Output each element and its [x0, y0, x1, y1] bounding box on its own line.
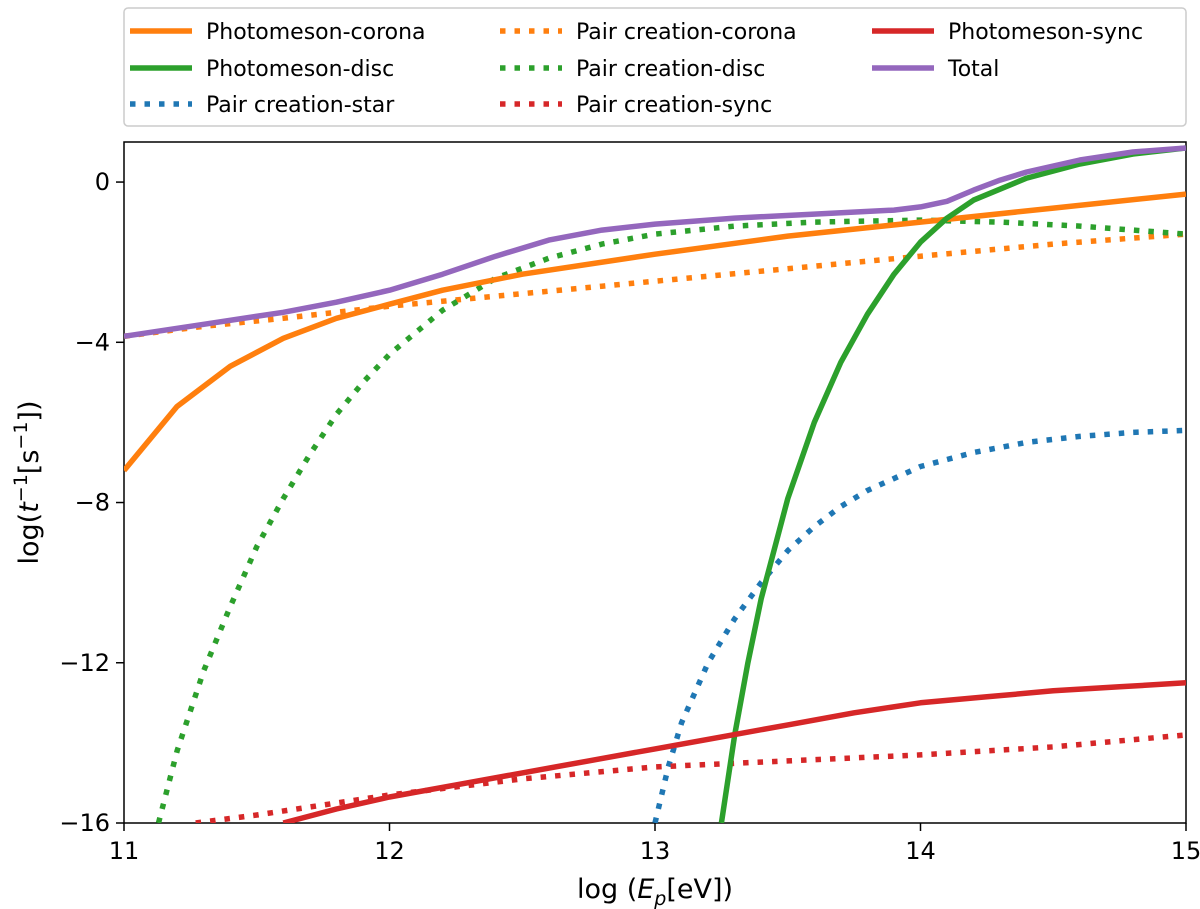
legend: Photomeson-corona Pair creation-corona Pho… — [123, 7, 1187, 127]
legend-box — [123, 7, 1187, 127]
legend-label-pair-creation-star: Pair creation-star — [206, 93, 395, 118]
legend-label-photomeson-sync: Photomeson-sync — [948, 20, 1143, 45]
x-tick-label: 13 — [640, 837, 671, 865]
legend-label-pair-creation-disc: Pair creation-disc — [576, 57, 765, 82]
plot-frame — [123, 141, 1187, 824]
series-line-photomeson-sync — [282, 680, 1186, 823]
series-line-pair-creation-corona — [124, 231, 1186, 340]
x-tick-label: 15 — [1171, 837, 1200, 865]
x-axis-label: log (Ep[eV]) — [577, 874, 733, 909]
series-line-pair-creation-sync — [195, 732, 1186, 823]
x-tick-label: 12 — [374, 837, 405, 865]
legend-label-total: Total — [947, 57, 999, 82]
x-tick-label: 11 — [109, 837, 140, 865]
y-tick-label: −4 — [75, 328, 110, 356]
y-tick-label: −8 — [75, 489, 110, 517]
legend-label-pair-creation-corona: Pair creation-corona — [576, 20, 797, 45]
y-tick-label: 0 — [95, 168, 110, 196]
series-layer — [124, 145, 1186, 823]
y-axis-label: log(t−1[s−1]) — [10, 400, 45, 564]
legend-label-pair-creation-sync: Pair creation-sync — [576, 93, 772, 118]
series-line-pair-creation-disc — [155, 217, 1186, 823]
axes-layer: 11 12 13 14 15 0 −4 −8 −12 −16 log (Ep[eV]) log(t−1… — [10, 168, 1200, 909]
series-line-photomeson-corona — [124, 191, 1186, 473]
legend-label-photomeson-corona: Photomeson-corona — [206, 20, 426, 45]
series-line-total — [124, 145, 1186, 340]
y-tick-label: −16 — [59, 809, 110, 837]
y-tick-label: −12 — [59, 649, 110, 677]
x-tick-label: 14 — [905, 837, 936, 865]
series-line-photomeson-disc — [718, 145, 1186, 823]
legend-label-photomeson-disc: Photomeson-disc — [206, 57, 394, 82]
